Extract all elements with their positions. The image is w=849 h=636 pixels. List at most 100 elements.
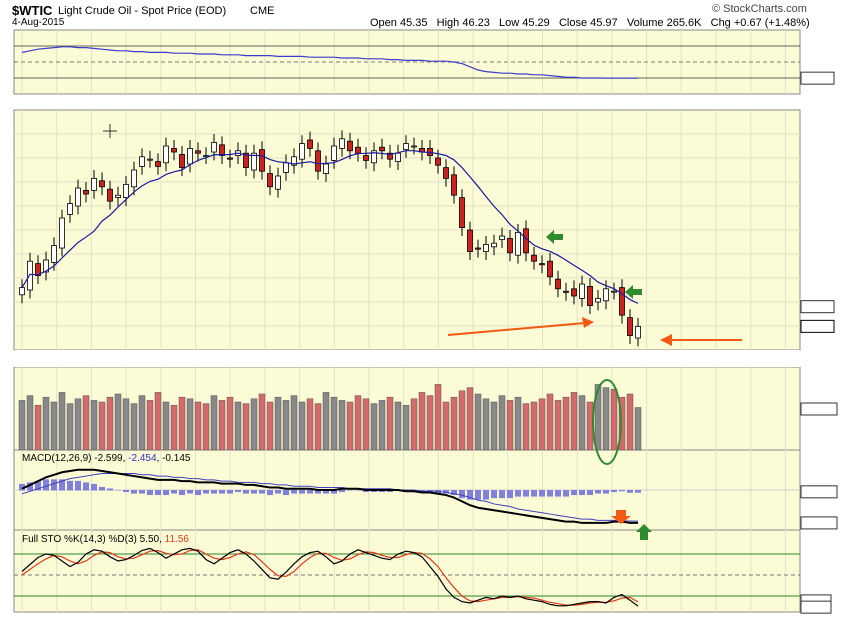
macd-histogram-bar [515, 490, 521, 497]
ma10-line [21, 150, 639, 304]
macd-histogram-bar [315, 490, 321, 494]
macd-histogram-bar [339, 490, 345, 493]
price-candle [387, 152, 393, 160]
macd-legend: MACD(12,26,9) -2.599, -2.454, -0.145 [22, 453, 191, 464]
macd-histogram-bar [571, 490, 577, 496]
price-candle [491, 242, 497, 248]
macd-histogram-bar [595, 490, 601, 494]
price-candle [579, 283, 585, 299]
macd-histogram-bar [187, 490, 193, 494]
price-candle [395, 152, 401, 162]
macd-histogram-bar [43, 479, 49, 491]
macd-histogram-bar [387, 490, 393, 493]
price-candle [59, 217, 65, 249]
macd-value-box [800, 516, 838, 530]
volume-bar [154, 392, 162, 451]
price-candle [83, 189, 89, 195]
volume-bar [186, 398, 194, 451]
macd-hist-value-box [800, 485, 838, 499]
macd-legend-main: MACD(12,26,9) -2.599, [22, 453, 128, 464]
volume-bar [474, 393, 482, 451]
price-candle [515, 231, 521, 256]
volume-value-box [800, 402, 838, 416]
price-candle [483, 243, 489, 252]
price-candle [451, 174, 457, 196]
macd-histogram-bar [523, 490, 529, 497]
volume-bar [346, 401, 354, 451]
price-candle [35, 263, 41, 277]
price-candle [171, 147, 177, 153]
price-candle [219, 144, 225, 157]
price-candle [123, 183, 129, 198]
macd-histogram-bar [603, 490, 609, 494]
volume-bar [386, 396, 394, 451]
price-candle [347, 140, 353, 152]
ma-value-box [800, 300, 835, 314]
green-arrow-icon [625, 285, 642, 299]
volume-bar [618, 396, 626, 451]
price-candle [371, 150, 377, 164]
macd-histogram-bar [555, 490, 561, 497]
symbol-label: $WTIC [12, 3, 53, 18]
macd-histogram-bar [627, 490, 633, 493]
macd-histogram-bar [67, 480, 73, 491]
macd-histogram-bar [275, 490, 281, 494]
price-candle [275, 175, 281, 190]
panel-sto-background [13, 529, 801, 613]
price-candle [531, 254, 537, 262]
price-candle [435, 157, 441, 166]
macd-histogram-bar [363, 490, 369, 493]
volume-bar [114, 393, 122, 451]
macd-histogram-bar [115, 490, 121, 491]
price-candle [323, 163, 329, 175]
price-candle [131, 169, 137, 188]
macd-histogram-bar [299, 490, 305, 494]
price-candle [267, 173, 273, 188]
instrument-name: Light Crude Oil - Spot Price (EOD) [58, 5, 227, 17]
macd-histogram-bar [483, 490, 489, 500]
macd-histogram-bar [99, 486, 105, 491]
volume-bar [594, 384, 602, 451]
volume-bar [418, 392, 426, 451]
volume-bar [514, 396, 522, 451]
volume-bar [626, 393, 634, 451]
volume-bar [538, 398, 546, 451]
macd-legend-signal: -2.454 [128, 453, 157, 464]
macd-histogram-bar [531, 490, 537, 497]
annotation-arrow-head [582, 317, 594, 328]
volume-bar [506, 400, 514, 451]
volume-bar [578, 395, 586, 451]
volume-bar [146, 400, 154, 451]
macd-signal-line [21, 473, 639, 522]
volume-bar [122, 398, 130, 451]
price-candle [283, 162, 289, 173]
volume-bar [602, 387, 610, 451]
price-candle [403, 143, 409, 151]
header-date: 4-Aug-2015 [12, 17, 65, 28]
volume-bar [298, 401, 306, 451]
price-candle [19, 287, 25, 296]
volume-bar [218, 400, 226, 451]
volume-bar [258, 393, 266, 451]
volume-bar [50, 401, 58, 451]
volume-bar [610, 388, 618, 451]
price-candle [627, 317, 633, 337]
volume-bar [362, 398, 370, 451]
price-candle [571, 288, 577, 297]
volume-bar [66, 403, 74, 451]
macd-histogram-bar [371, 490, 377, 493]
volume-bar [266, 401, 274, 451]
exchange-label: CME [250, 5, 275, 17]
volume-bar [410, 398, 418, 451]
price-candle [179, 153, 185, 168]
volume-bar [554, 400, 562, 451]
price-candle [67, 203, 73, 215]
macd-histogram-bar [355, 490, 361, 491]
price-candle [499, 235, 505, 240]
volume-bar [450, 396, 458, 451]
stochastics-legend: Full STO %K(14,3) %D(3) 5.50, 11.56 [22, 534, 189, 545]
macd-histogram-bar [107, 488, 113, 491]
macd-histogram-bar [155, 490, 161, 496]
volume-bar [202, 403, 210, 451]
price-candle [555, 278, 561, 290]
